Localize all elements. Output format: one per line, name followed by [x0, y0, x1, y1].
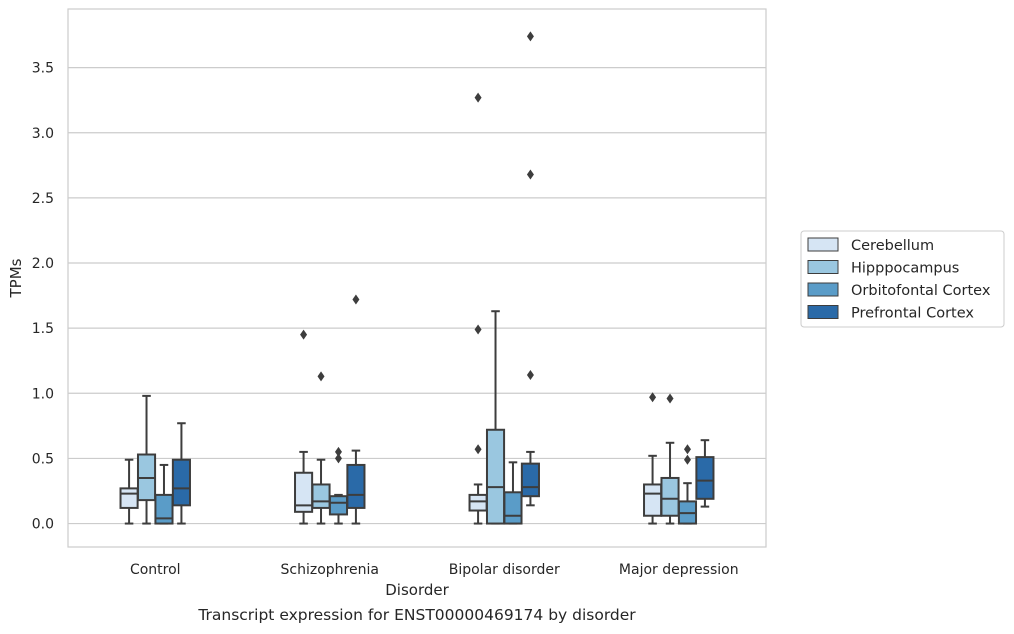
box-0-3	[643, 392, 663, 525]
box-3-3	[695, 439, 715, 508]
legend-label: Cerebellum	[851, 238, 934, 254]
legend-swatch	[807, 305, 839, 319]
legend-frame	[800, 230, 1005, 328]
box-body	[311, 483, 331, 509]
legend-label: Hipppocampus	[851, 261, 959, 277]
legend-label: Orbitofontal Cortex	[851, 283, 991, 299]
box-body	[643, 483, 663, 517]
y-tick-label: 1.0	[32, 386, 54, 402]
y-tick-label: 2.0	[32, 256, 54, 272]
outlier-marker	[526, 31, 534, 42]
outlier-marker	[526, 370, 534, 381]
y-tick-label: 3.5	[32, 61, 54, 77]
box-2-3	[677, 444, 698, 525]
outlier-marker	[666, 393, 674, 404]
legend-swatch	[807, 237, 839, 252]
outlier-marker	[649, 392, 657, 403]
box-body	[485, 428, 506, 525]
box-body	[660, 476, 680, 517]
box-body	[503, 491, 523, 525]
box-0-0	[119, 458, 139, 525]
outlier-marker	[526, 169, 534, 180]
x-tick-label: Bipolar disorder	[449, 562, 560, 578]
outlier-marker	[474, 92, 482, 103]
outlier-marker	[334, 453, 342, 464]
box-body	[328, 495, 349, 516]
outlier-marker	[683, 444, 691, 455]
box-1-3	[660, 393, 680, 525]
chart-caption: Transcript expression for ENST0000046917…	[198, 606, 636, 624]
y-tick-label: 1.5	[32, 321, 54, 337]
box-body	[520, 462, 540, 498]
y-tick-label: 2.5	[32, 191, 54, 207]
legend-swatch	[807, 282, 839, 297]
box-3-2	[520, 31, 540, 507]
outlier-marker	[300, 329, 308, 340]
box-series	[119, 31, 715, 525]
outlier-marker	[352, 294, 360, 305]
outlier-marker	[334, 446, 342, 457]
outlier-marker	[683, 454, 691, 465]
legend-label: Prefrontal Cortex	[851, 306, 974, 322]
box-1-0	[136, 394, 157, 525]
box-2-0	[154, 463, 174, 525]
box-3-1	[346, 294, 366, 525]
y-tick-labels: 0.0 0.5 1.0 1.5 2.0 2.5 3.0 3.5	[32, 61, 54, 533]
x-tick-labels: Control Schizophrenia Bipolar disorder Majo…	[130, 562, 739, 578]
outlier-marker	[474, 444, 482, 455]
box-body	[171, 458, 191, 507]
box-3-0	[171, 422, 191, 525]
outlier-marker	[474, 324, 482, 335]
legend: Cerebellum Hipppocampus Orbitofontal Corte…	[800, 230, 1005, 328]
y-tick-label: 3.0	[32, 126, 54, 142]
box-2-1	[328, 446, 349, 525]
outlier-marker	[317, 371, 325, 382]
legend-swatch	[807, 260, 839, 274]
box-body	[695, 456, 715, 500]
y-tick-label: 0.0	[32, 517, 54, 533]
x-axis-label: Disorder	[385, 581, 449, 599]
box-body	[154, 493, 174, 525]
box-1-2	[485, 310, 506, 525]
box-body	[119, 487, 139, 509]
x-tick-label: Control	[130, 562, 181, 578]
x-tick-label: Schizophrenia	[281, 562, 379, 578]
box-body	[468, 493, 488, 512]
y-tick-label: 0.5	[32, 451, 54, 467]
plot-area	[67, 8, 767, 548]
box-2-2	[503, 461, 523, 525]
box-0-2	[468, 92, 488, 525]
x-tick-label: Major depression	[619, 562, 739, 578]
box-body	[346, 463, 366, 509]
y-axis-label: TPMs	[7, 258, 25, 298]
